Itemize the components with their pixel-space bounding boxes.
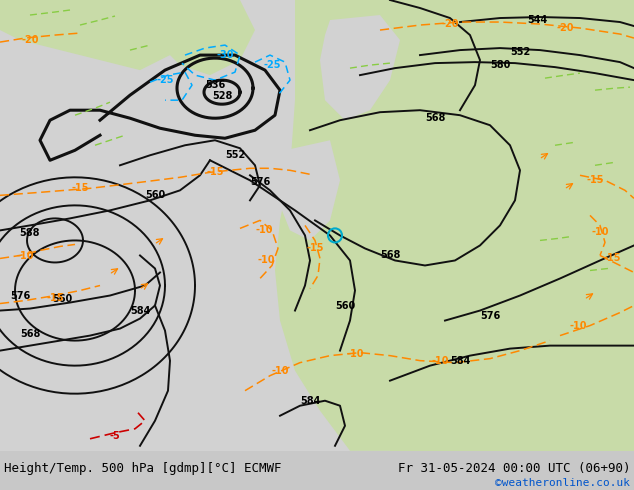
Text: -30: -30	[216, 50, 234, 60]
Text: 568: 568	[425, 113, 445, 123]
Text: 568: 568	[380, 250, 400, 261]
Text: -10: -10	[271, 366, 288, 376]
Text: -15: -15	[586, 175, 604, 185]
Text: 560: 560	[335, 300, 355, 311]
Text: 544: 544	[527, 15, 547, 25]
Text: 560: 560	[145, 190, 165, 200]
Text: -5: -5	[110, 431, 120, 441]
Text: 584: 584	[130, 306, 150, 316]
Text: 552: 552	[225, 150, 245, 160]
Text: -20: -20	[22, 35, 39, 45]
Text: 580: 580	[490, 60, 510, 70]
Text: -10: -10	[431, 356, 449, 366]
Text: 584: 584	[300, 396, 320, 406]
Polygon shape	[0, 0, 200, 70]
Text: -10: -10	[16, 251, 34, 262]
Text: 584: 584	[450, 356, 470, 366]
Text: -25: -25	[263, 60, 281, 70]
Polygon shape	[275, 0, 634, 451]
Text: -10: -10	[256, 225, 273, 235]
Polygon shape	[155, 0, 255, 75]
Text: 560: 560	[52, 294, 72, 303]
Text: -15: -15	[306, 244, 324, 253]
Text: 576: 576	[480, 311, 500, 320]
Polygon shape	[278, 140, 340, 241]
Text: -10: -10	[592, 227, 609, 238]
Text: -20: -20	[556, 23, 574, 33]
Text: -25: -25	[156, 75, 174, 85]
Text: 528: 528	[212, 91, 232, 101]
Text: -15: -15	[71, 183, 89, 194]
Text: -10: -10	[257, 255, 275, 266]
Text: 588: 588	[20, 228, 40, 239]
Text: -15: -15	[46, 293, 64, 302]
Text: 568: 568	[20, 329, 40, 339]
Text: -15: -15	[206, 167, 224, 177]
Text: Fr 31-05-2024 00:00 UTC (06+90): Fr 31-05-2024 00:00 UTC (06+90)	[398, 462, 630, 475]
Text: 552: 552	[510, 47, 530, 57]
Polygon shape	[280, 180, 325, 280]
Text: ©weatheronline.co.uk: ©weatheronline.co.uk	[495, 478, 630, 488]
Text: -20: -20	[441, 19, 459, 29]
Text: 576: 576	[10, 291, 30, 300]
Text: 536: 536	[205, 80, 225, 90]
Polygon shape	[320, 15, 400, 120]
Polygon shape	[390, 311, 634, 451]
Text: 576: 576	[250, 177, 270, 187]
Text: -10: -10	[346, 348, 364, 359]
Text: Height/Temp. 500 hPa [gdmp][°C] ECMWF: Height/Temp. 500 hPa [gdmp][°C] ECMWF	[4, 462, 281, 475]
Text: -10: -10	[569, 320, 586, 331]
Text: -15: -15	[603, 253, 621, 264]
